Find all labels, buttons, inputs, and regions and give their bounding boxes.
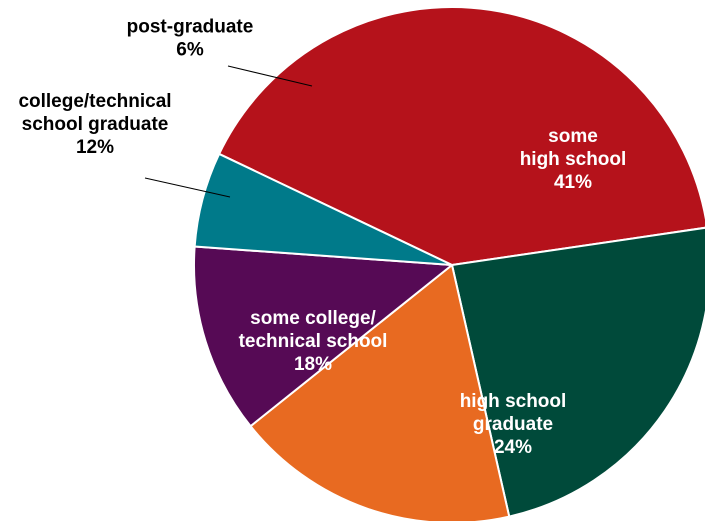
- slice-percent: 6%: [176, 40, 204, 61]
- pie-slice-some-high-school: [218, 5, 705, 266]
- pie-slice-some-college-technical-school: [249, 264, 511, 521]
- slice-label-line: college/technical: [18, 91, 171, 112]
- slice-label-line: post-graduate: [127, 17, 254, 38]
- leader-line: [227, 65, 313, 87]
- slice-label-line: high school: [460, 391, 567, 412]
- slice-label-line: technical school: [239, 331, 388, 352]
- leader-lines: [144, 65, 313, 198]
- slice-label-line: high school: [520, 149, 627, 170]
- slice-labels: some high school 41%high school graduate 24%…: [18, 17, 626, 459]
- slice-label-line: some: [548, 126, 598, 147]
- slice-percent: 41%: [554, 172, 592, 193]
- slice-label-line: some college/: [250, 308, 376, 329]
- pie-slices: [193, 5, 705, 521]
- slice-label: some college/technical school 18%: [239, 308, 388, 375]
- slice-label-line: school graduate: [22, 114, 169, 135]
- slice-label: some high school 41%: [520, 126, 627, 193]
- pie-slice-post-graduate: [193, 152, 453, 266]
- slice-label-line: graduate: [473, 414, 553, 435]
- pie-slice-high-school-graduate: [451, 226, 705, 518]
- pie-slice-college-technical-school-graduate: [193, 245, 453, 428]
- slice-percent: 24%: [494, 437, 532, 458]
- slice-percent: 12%: [76, 137, 114, 158]
- slice-percent: 18%: [294, 354, 332, 375]
- slice-label: high school graduate 24%: [460, 391, 567, 458]
- leader-line: [144, 177, 231, 198]
- slice-label: college/technical school graduate 12%: [18, 91, 171, 158]
- slice-label: post-graduate 6%: [127, 17, 254, 61]
